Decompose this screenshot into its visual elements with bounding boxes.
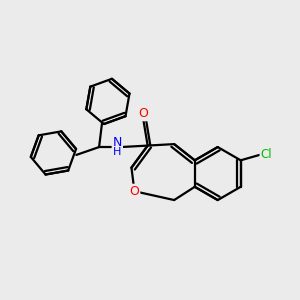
Text: O: O <box>130 185 139 198</box>
Text: N: N <box>112 136 122 149</box>
Text: Cl: Cl <box>260 148 272 161</box>
Text: H: H <box>113 147 122 158</box>
Text: O: O <box>138 107 148 120</box>
